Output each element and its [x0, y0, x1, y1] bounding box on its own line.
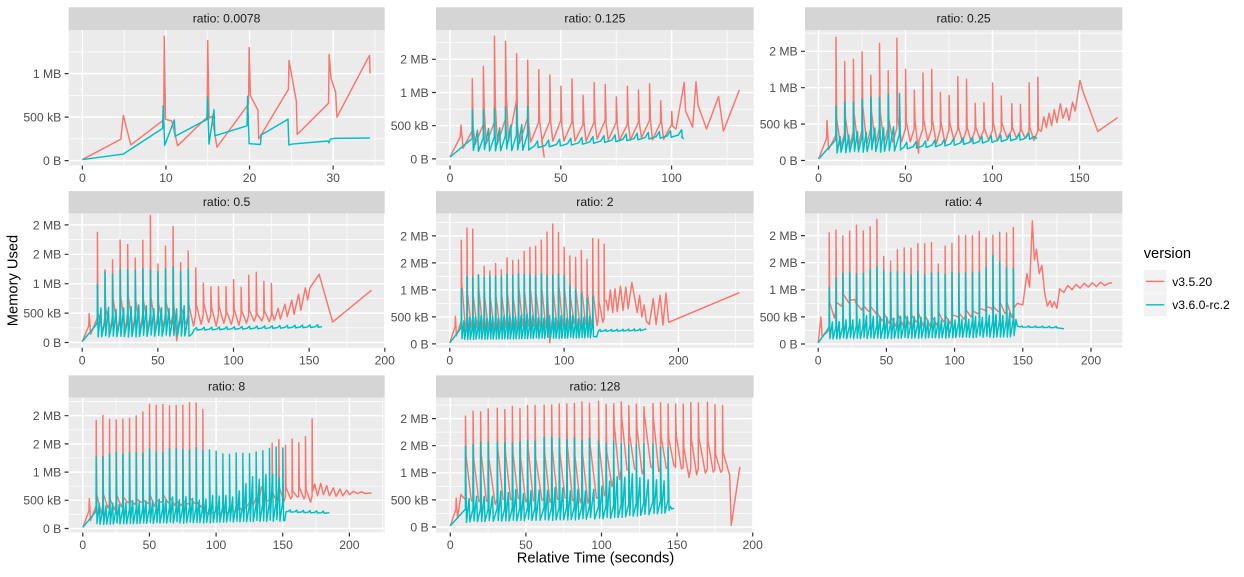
svg-text:150: 150 — [667, 538, 688, 552]
svg-text:0 B: 0 B — [410, 520, 428, 534]
svg-text:0 B: 0 B — [779, 154, 797, 168]
svg-text:0 B: 0 B — [410, 152, 428, 166]
svg-text:v3.6.0-rc.2: v3.6.0-rc.2 — [1172, 298, 1230, 312]
svg-text:1 MB: 1 MB — [400, 283, 428, 297]
svg-text:2 MB: 2 MB — [769, 256, 797, 270]
svg-text:Relative Time (seconds): Relative Time (seconds) — [517, 551, 675, 567]
svg-text:100: 100 — [206, 538, 227, 552]
svg-text:0: 0 — [815, 171, 822, 185]
svg-text:version: version — [1144, 246, 1191, 262]
svg-text:150: 150 — [273, 538, 294, 552]
svg-text:500 kB: 500 kB — [23, 494, 61, 508]
svg-text:200: 200 — [743, 538, 764, 552]
svg-text:50: 50 — [554, 171, 568, 185]
svg-text:500 kB: 500 kB — [391, 493, 429, 507]
svg-text:500 kB: 500 kB — [23, 110, 61, 124]
svg-text:2 MB: 2 MB — [400, 439, 428, 453]
svg-text:0: 0 — [446, 353, 453, 367]
svg-text:ratio: 0.125: ratio: 0.125 — [564, 12, 625, 26]
svg-text:500 kB: 500 kB — [23, 306, 61, 320]
svg-text:50: 50 — [151, 353, 165, 367]
svg-text:200: 200 — [1081, 353, 1102, 367]
svg-text:0: 0 — [815, 353, 822, 367]
svg-text:ratio: 2: ratio: 2 — [576, 195, 613, 209]
svg-text:100: 100 — [982, 171, 1003, 185]
svg-text:200: 200 — [668, 353, 689, 367]
svg-text:20: 20 — [243, 171, 257, 185]
svg-text:1 MB: 1 MB — [769, 283, 797, 297]
svg-text:150: 150 — [1069, 171, 1090, 185]
svg-text:0: 0 — [447, 171, 454, 185]
svg-text:ratio: 128: ratio: 128 — [569, 379, 620, 393]
svg-text:0 B: 0 B — [43, 336, 61, 350]
svg-text:0 B: 0 B — [779, 337, 797, 351]
svg-text:500 kB: 500 kB — [391, 119, 429, 133]
svg-text:500 kB: 500 kB — [391, 310, 429, 324]
svg-text:Memory Used: Memory Used — [6, 235, 22, 326]
svg-text:ratio: 8: ratio: 8 — [208, 379, 245, 393]
svg-text:2 MB: 2 MB — [33, 409, 61, 423]
svg-text:0: 0 — [79, 353, 86, 367]
svg-text:100: 100 — [944, 353, 965, 367]
svg-text:2 MB: 2 MB — [400, 229, 428, 243]
svg-text:0: 0 — [79, 171, 86, 185]
svg-text:200: 200 — [375, 353, 396, 367]
svg-text:10: 10 — [159, 171, 173, 185]
svg-text:2 MB: 2 MB — [400, 256, 428, 270]
svg-text:1 MB: 1 MB — [400, 466, 428, 480]
svg-text:50: 50 — [143, 538, 157, 552]
svg-text:2 MB: 2 MB — [769, 45, 797, 59]
svg-text:200: 200 — [339, 538, 360, 552]
svg-text:2 MB: 2 MB — [33, 218, 61, 232]
svg-text:0: 0 — [447, 538, 454, 552]
svg-text:50: 50 — [899, 171, 913, 185]
svg-text:2 MB: 2 MB — [769, 229, 797, 243]
svg-text:0: 0 — [79, 538, 86, 552]
svg-text:500 kB: 500 kB — [760, 310, 798, 324]
svg-text:1 MB: 1 MB — [400, 86, 428, 100]
svg-text:100: 100 — [554, 353, 575, 367]
svg-text:ratio: 0.0078: ratio: 0.0078 — [193, 12, 261, 26]
svg-text:100: 100 — [591, 538, 612, 552]
svg-text:150: 150 — [299, 353, 320, 367]
svg-text:0 B: 0 B — [43, 522, 61, 536]
svg-text:1 MB: 1 MB — [33, 465, 61, 479]
svg-text:ratio: 4: ratio: 4 — [945, 195, 982, 209]
svg-text:0 B: 0 B — [43, 154, 61, 168]
svg-text:500 kB: 500 kB — [760, 117, 798, 131]
svg-text:ratio: 0.25: ratio: 0.25 — [936, 12, 990, 26]
svg-text:1 MB: 1 MB — [33, 67, 61, 81]
svg-text:0 B: 0 B — [410, 337, 428, 351]
svg-text:2 MB: 2 MB — [400, 53, 428, 67]
svg-text:30: 30 — [326, 171, 340, 185]
svg-text:50: 50 — [880, 353, 894, 367]
svg-text:150: 150 — [1013, 353, 1034, 367]
svg-text:100: 100 — [223, 353, 244, 367]
svg-text:v3.5.20: v3.5.20 — [1172, 275, 1212, 289]
svg-text:1 MB: 1 MB — [769, 81, 797, 95]
svg-text:1 MB: 1 MB — [33, 277, 61, 291]
svg-text:100: 100 — [661, 171, 682, 185]
svg-text:50: 50 — [519, 538, 533, 552]
svg-text:2 MB: 2 MB — [33, 437, 61, 451]
svg-text:2 MB: 2 MB — [400, 412, 428, 426]
svg-text:2 MB: 2 MB — [33, 248, 61, 262]
svg-text:ratio: 0.5: ratio: 0.5 — [203, 195, 251, 209]
